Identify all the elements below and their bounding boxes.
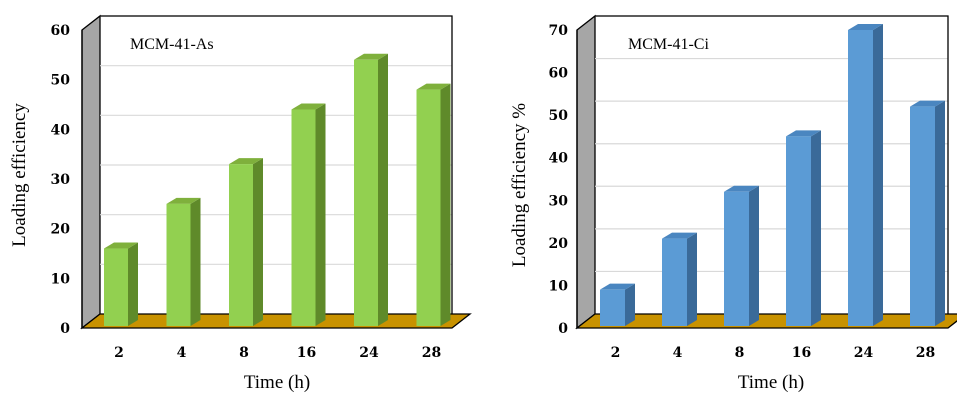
y-tick-label: 60	[51, 23, 71, 39]
bar-top	[600, 283, 635, 290]
bar-top	[104, 242, 138, 249]
y-tick-label: 50	[51, 73, 71, 89]
bar-top	[910, 100, 945, 107]
x-tick-label: 4	[177, 345, 187, 361]
y-tick-label: 50	[549, 108, 569, 124]
y-tick-label: 40	[549, 151, 569, 167]
bar-front	[910, 106, 935, 326]
bar-side	[749, 185, 759, 326]
bar-side	[128, 242, 138, 326]
bar-top	[786, 130, 821, 137]
bar-front	[166, 203, 191, 326]
bar-front	[786, 136, 811, 326]
chart-title: MCM-41-Ci	[628, 36, 709, 53]
bar-side	[935, 100, 945, 326]
bar-8	[724, 185, 759, 326]
y-tick-label: 20	[549, 236, 569, 252]
floor	[80, 313, 472, 329]
x-axis-label: Time (h)	[244, 372, 310, 393]
bar-24	[354, 53, 388, 327]
bar-side	[315, 103, 326, 326]
bar-16	[291, 103, 326, 326]
x-tick-label: 8	[239, 345, 249, 361]
y-tick-label: 40	[51, 122, 71, 138]
y-tick-label: 0	[60, 321, 70, 337]
back-wall-outline	[100, 15, 453, 314]
chart-title: MCM-41-As	[130, 36, 214, 53]
y-tick-label: 10	[549, 278, 569, 294]
bar-front	[600, 289, 625, 326]
bar-front	[354, 59, 378, 327]
bar-side	[253, 158, 263, 326]
bar-top	[416, 83, 451, 90]
bar-front	[848, 30, 873, 326]
x-tick-label: 4	[673, 345, 683, 361]
plot-area	[575, 14, 957, 330]
y-axis-label: Loading efficiency %	[509, 103, 530, 267]
bar-top	[724, 185, 759, 192]
bar-28	[910, 100, 945, 326]
y-axis-label: Loading efficiency	[9, 103, 30, 247]
bar-top	[229, 158, 263, 165]
bar-24	[848, 24, 883, 326]
side-wall	[81, 14, 101, 330]
y-tick-label: 20	[51, 222, 71, 238]
bar-side	[190, 197, 201, 326]
plot-area	[80, 14, 472, 330]
bar-4	[166, 197, 201, 326]
y-tick-label: 30	[51, 172, 71, 188]
x-tick-label: 8	[735, 345, 745, 361]
y-tick-label: 70	[549, 23, 569, 39]
chart-mcm-41-as: MCM-41-As Loading efficiency Time (h) 0 1…	[9, 14, 472, 393]
bar-28	[416, 83, 451, 326]
x-tick-label: 16	[792, 345, 811, 361]
side-wall	[576, 14, 596, 330]
bar-side	[378, 53, 388, 327]
bar-side	[440, 83, 451, 326]
bar-8	[229, 158, 263, 326]
x-tick-label: 2	[611, 345, 621, 361]
x-tick-label: 24	[359, 345, 379, 361]
bar-front	[291, 109, 316, 326]
bar-front	[104, 248, 128, 326]
chart-mcm-41-ci: MCM-41-Ci Loading efficiency % Time (h) …	[509, 14, 957, 393]
bar-front	[724, 191, 749, 326]
bar-side	[625, 283, 635, 326]
bar-16	[786, 130, 821, 326]
x-tick-label: 2	[114, 345, 124, 361]
bar-front	[229, 164, 253, 326]
bar-side	[811, 130, 821, 326]
x-tick-label: 16	[297, 345, 316, 361]
y-tick-label: 60	[549, 66, 569, 82]
bar-side	[873, 24, 883, 326]
x-axis-label: Time (h)	[738, 372, 804, 393]
x-tick-label: 28	[916, 345, 935, 361]
y-tick-label: 0	[558, 321, 568, 337]
x-tick-label: 28	[422, 345, 441, 361]
bar-top	[354, 53, 388, 60]
back-wall	[577, 16, 948, 328]
bar-front	[662, 238, 687, 326]
bar-top	[848, 24, 883, 30]
bar-2	[104, 242, 138, 326]
bar-2	[600, 283, 635, 326]
y-tick-label: 30	[549, 193, 569, 209]
back-wall-outline	[595, 15, 949, 314]
bar-4	[662, 232, 697, 326]
bar-top	[662, 232, 697, 239]
bar-top	[291, 103, 326, 110]
y-tick-label: 10	[51, 271, 71, 287]
bar-top	[166, 197, 201, 204]
bar-front	[416, 89, 441, 326]
bar-side	[687, 232, 697, 326]
x-tick-label: 24	[854, 345, 874, 361]
